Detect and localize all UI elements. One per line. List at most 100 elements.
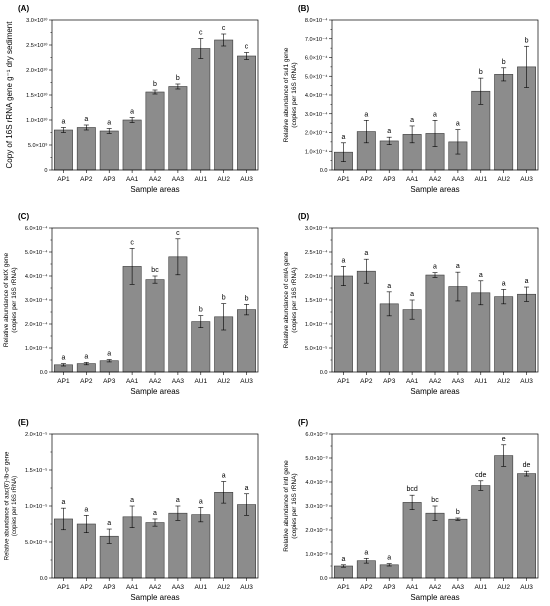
chart-panel-a: (A) a AP1 a AP2 a AP3 a AA1 b AA2 b AA3 c AU1 c AU2 c AU3 0… [5,4,259,194]
x-tick-label: AA2 [149,176,162,183]
x-tick-label: AU1 [474,584,487,591]
x-tick-label: AU2 [497,176,510,183]
x-axis-title: Sample areas [130,185,179,194]
y-tick-label: 5.0×10⁻⁴ [305,73,328,80]
x-tick-label: AP2 [80,176,93,183]
y-tick-label: 2.5×10¹⁰ [26,42,48,49]
significance-letter: b [153,81,157,88]
significance-letter: a [410,291,414,298]
significance-letter: a [245,485,249,492]
x-tick-label: AP2 [80,584,93,591]
significance-letter: a [364,250,368,257]
plot-frame [51,19,259,171]
y-tick-label: 2.5×10⁻⁴ [305,249,328,256]
significance-letter: de [523,462,531,469]
y-tick-label: 0.0 [320,576,328,582]
y-tick-label: 0.0 [40,370,48,376]
x-tick-label: AU1 [474,378,487,385]
x-tick-label: AU3 [520,378,533,385]
significance-letter: a [387,283,391,290]
chart-panel-e: (E) a AP1 a AP2 a AP3 a AA1 a AA2 a AA3 a AU1 a AU2 a AU3 0… [4,418,259,602]
x-tick-label: AU3 [240,378,253,385]
y-tick-label: 2.0×10⁻³ [305,528,327,534]
significance-letter: a [107,120,111,127]
x-tick-label: AA1 [406,176,419,183]
bar [356,270,376,373]
bar [425,274,445,373]
x-tick-label: AU2 [217,584,230,591]
x-tick-label: AA1 [126,584,139,591]
panel-label: (B) [298,4,309,13]
y-tick-label: 1.5×10¹⁰ [26,92,48,99]
significance-letter: c [222,25,226,32]
bar [214,39,234,171]
x-tick-label: AA1 [406,378,419,385]
y-tick-label: 2.0×10⁻⁴ [305,130,328,137]
bar [145,522,165,579]
x-tick-label: AA3 [452,176,465,183]
bar [191,48,211,171]
bar [333,275,353,373]
significance-letter: a [222,473,226,480]
panel-label: (A) [18,4,29,13]
significance-letter: a [153,510,157,517]
chart-panel-b: (B) a AP1 a AP2 a AP3 a AA1 a AA2 a AA3 b AU1 b AU2 b AU3 0… [283,4,539,194]
significance-letter: a [433,264,437,271]
significance-letter: c [176,230,180,237]
significance-letter: c [245,44,249,51]
x-axis-title: Sample areas [410,593,459,602]
x-tick-label: AU3 [240,176,253,183]
bar [99,130,119,171]
bar [191,514,211,579]
plot-frame [331,433,539,579]
significance-letter: b [222,295,226,302]
x-tick-label: AP1 [57,584,70,591]
significance-letter: bcd [406,486,417,493]
bar [237,55,257,171]
y-axis-title: Relative abundance of sul1 gene [283,47,290,142]
y-tick-label: 1.5×10⁻⁵ [25,467,48,474]
x-tick-label: AP2 [360,584,373,591]
chart-panel-c: (C) a AP1 a AP2 a AP3 c AA1 bc AA2 c AA3 b AU1 b AU2 b AU3… [3,212,259,396]
x-tick-label: AA2 [149,584,162,591]
x-tick-label: AA3 [172,584,185,591]
x-tick-label: AP3 [383,584,396,591]
significance-letter: e [502,436,506,443]
y-tick-label: 2.0×10⁻⁵ [25,431,48,438]
bar [145,279,165,373]
x-tick-label: AP2 [360,378,373,385]
bar [494,296,514,373]
significance-letter: b [525,37,529,44]
y-axis-title: Relative abundance of cmlA gene [283,251,290,348]
y-tick-label: 6.0×10⁻³ [305,432,327,438]
bar [494,74,514,171]
bar [53,129,73,171]
x-tick-label: AP3 [103,378,116,385]
bar [168,86,188,171]
x-tick-label: AP1 [57,176,70,183]
y-tick-label: 0 [44,168,47,174]
significance-letter: bc [151,267,159,274]
x-axis-title: Sample areas [130,387,179,396]
y-axis-title: (copies per 16S rRNA) [291,473,298,538]
x-tick-label: AP2 [360,176,373,183]
x-tick-label: AP1 [337,378,350,385]
significance-letter: a [61,355,65,362]
bar [379,140,399,171]
significance-letter: a [433,111,437,118]
significance-letter: a [130,497,134,504]
significance-letter: b [456,509,460,516]
y-tick-label: 0.0 [40,576,48,582]
panel-label: (D) [298,212,309,221]
y-tick-label: 1.0×10¹⁰ [26,117,48,124]
y-tick-label: 3.0×10⁻⁴ [305,225,328,232]
x-tick-label: AA3 [452,584,465,591]
significance-letter: a [456,121,460,128]
y-tick-label: 5.0×10⁻⁵ [305,345,328,352]
significance-letter: a [107,520,111,527]
chart-panel-d: (D) a AP1 a AP2 a AP3 a AA1 a AA2 a AA3 a AU1 a AU2 a AU3 0… [283,212,539,396]
significance-letter: b [176,75,180,82]
chart-panel-f: (F) a AP1 a AP2 a AP3 bcd AA1 bc AA2 b AA3 cde AU1 e AU2… [283,418,539,602]
y-tick-label: 5.0×10⁻⁶ [25,539,48,546]
bar [402,502,422,579]
